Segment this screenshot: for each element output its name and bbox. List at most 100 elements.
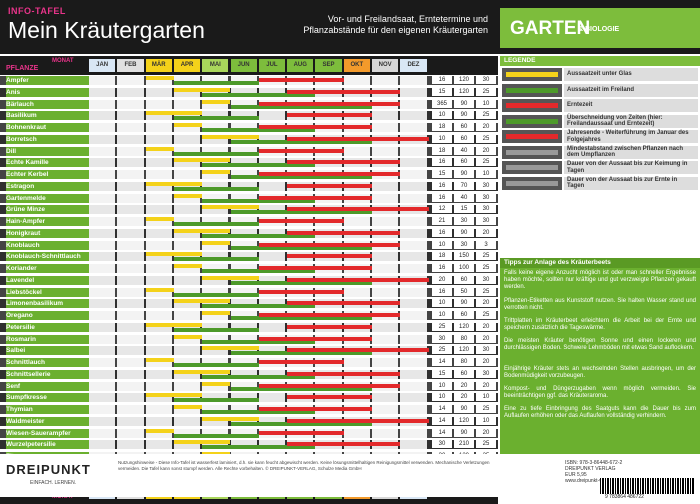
footer: DREIPUNKT EINFACH. LERNEN. Nutzungshinwe… (0, 454, 700, 500)
period-bar (287, 301, 401, 306)
table-row: Echte Kamille 16 60 25 (0, 158, 498, 168)
value-cell: 90 (454, 99, 474, 108)
month-cell (202, 369, 229, 379)
value-cell: 10 (476, 393, 496, 402)
table-row: Hain-Ampfer 21 30 30 (0, 217, 498, 226)
value-cell: 10 (432, 111, 452, 120)
value-cell: 30 (476, 275, 496, 284)
plant-name: Koriander (6, 264, 90, 273)
plant-name: Wurzelpetersilie (6, 440, 90, 450)
month-cell (400, 146, 427, 156)
month-cell (343, 217, 370, 226)
month-cell (230, 205, 257, 215)
plant-name: Estragon (6, 181, 90, 191)
month-cell (372, 264, 399, 273)
month-cell (400, 252, 427, 262)
month-cell (230, 428, 257, 438)
plant-name: Sumpfkresse (6, 393, 90, 403)
month-cell (145, 334, 172, 344)
period-bar (202, 346, 259, 351)
month-cell (230, 252, 257, 262)
period-bar (173, 334, 203, 339)
month-cell (89, 134, 116, 144)
month-cell (173, 428, 201, 438)
legend-swatch (502, 114, 562, 128)
plant-name: Waldmeister (6, 416, 90, 426)
month-cell (400, 369, 427, 379)
month-cell (230, 134, 257, 144)
page-title: Mein Kräutergarten (8, 17, 205, 43)
month-cell (117, 87, 144, 97)
legend-bar (506, 134, 558, 139)
month-cell (89, 275, 116, 285)
month-cell (400, 87, 427, 97)
value-cell: 16 (432, 193, 452, 202)
table-row: Limonenbasilikum 10 90 20 (0, 299, 498, 309)
month-cell (202, 76, 229, 85)
legend-label: Aussaatzeit im Freiland (564, 83, 698, 97)
month-cell (117, 311, 144, 320)
value-cell: 30 (454, 217, 474, 225)
month-cell (230, 393, 257, 403)
month-cell (145, 393, 172, 403)
period-bar (173, 292, 259, 297)
month-cell (230, 170, 257, 179)
month-cell (400, 193, 427, 203)
month-cell (89, 287, 116, 297)
month-cell (89, 405, 116, 414)
period-bar (287, 160, 401, 165)
value-cell: 120 (454, 416, 474, 425)
value-cell: 16 (432, 76, 452, 84)
period-bar (202, 163, 316, 168)
value-cell: 30 (476, 205, 496, 214)
value-cell: 50 (454, 287, 474, 296)
month-cell (173, 299, 201, 309)
value-cell: 40 (454, 193, 474, 202)
month-cell (145, 146, 172, 156)
month-cell (372, 217, 399, 226)
plant-name: Grüne Minze (6, 205, 90, 215)
month-cell (145, 123, 172, 132)
legend-item: Jahresende - Weiterführung im Januar des… (500, 130, 700, 144)
value-cell: 25 (476, 287, 496, 296)
month-cell (89, 346, 116, 356)
period-bar (258, 407, 372, 411)
value-cell: 14 (432, 416, 452, 425)
value-cell: 25 (476, 87, 496, 96)
period-bar (258, 125, 372, 129)
month-apr: APR (173, 59, 201, 72)
month-cell (89, 205, 116, 215)
plant-name: Basilikum (6, 111, 90, 121)
value-cell: 20 (476, 381, 496, 390)
tip-7: Eine zu tiefe Einbringung des Saatguts k… (504, 406, 696, 419)
table-row: Grüne Minze 12 15 30 (0, 205, 498, 215)
period-bar (258, 430, 344, 435)
period-bar (258, 78, 344, 82)
period-bar (258, 148, 344, 153)
value-cell: 30 (476, 369, 496, 378)
barcode (600, 478, 695, 494)
value-cell: 14 (432, 358, 452, 366)
month-cell (230, 123, 257, 132)
month-cell (258, 181, 286, 191)
month-cell (145, 170, 172, 179)
legend-swatch (502, 68, 562, 81)
value-cell: 21 (432, 217, 452, 225)
value-cell: 15 (432, 87, 452, 96)
month-cell (202, 123, 229, 132)
month-cell (145, 181, 172, 191)
period-bar (173, 398, 259, 403)
month-cell (372, 181, 399, 191)
period-bar (145, 358, 174, 362)
value-cell: 15 (432, 170, 452, 178)
plant-label: PFLANZE (6, 65, 39, 72)
period-bar (202, 410, 316, 414)
value-cell: 14 (432, 405, 452, 413)
table-row: Waldmeister 14 120 10 (0, 416, 498, 426)
value-cell: 16 (432, 181, 452, 190)
period-bar (287, 136, 429, 141)
legend-label: Mindestabstand zwischen Pflanzen nach de… (564, 145, 698, 159)
month-cell (117, 346, 144, 356)
table-row: Schnittsellerie 15 60 30 (0, 369, 498, 379)
month-cell (230, 146, 257, 156)
